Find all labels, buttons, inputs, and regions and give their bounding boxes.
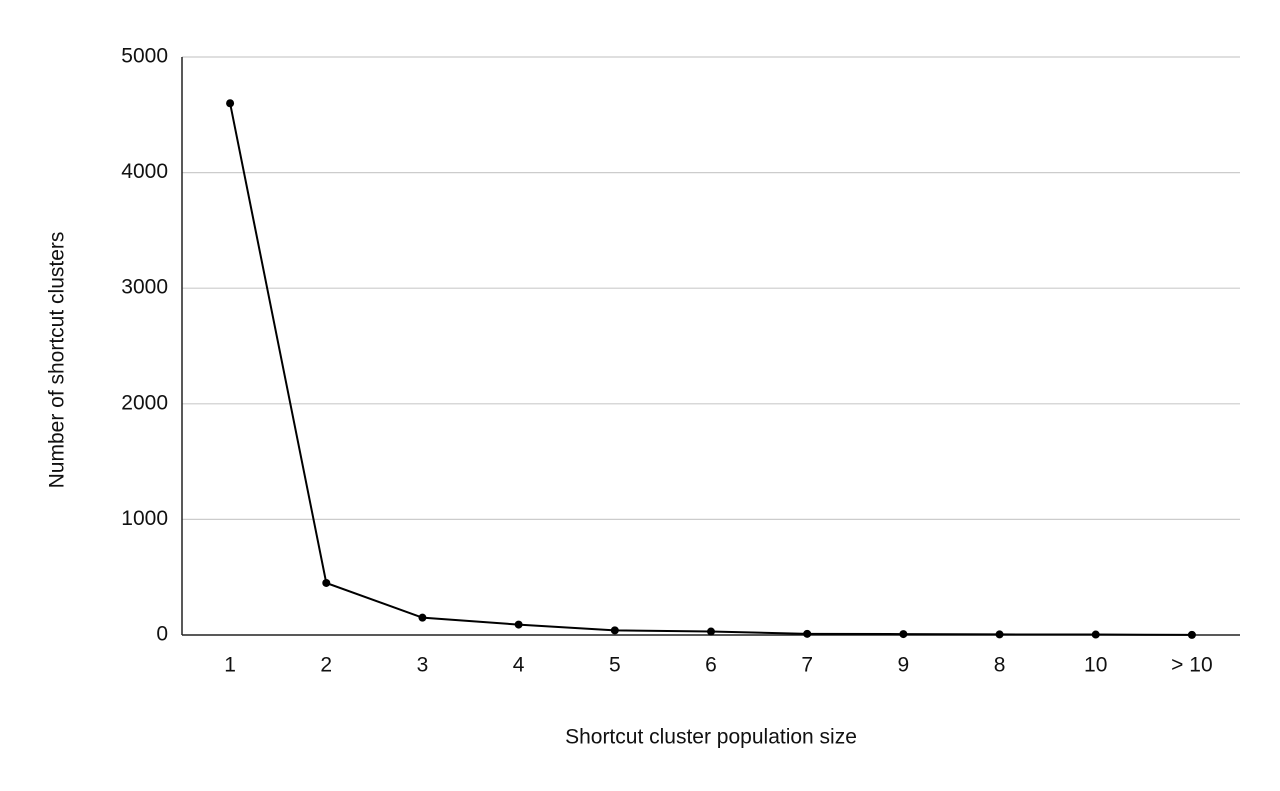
y-tick-label: 5000 <box>121 45 168 68</box>
x-axis-label: Shortcut cluster population size <box>565 726 857 749</box>
data-point <box>1091 630 1100 639</box>
x-tick-label: 10 <box>1084 654 1107 677</box>
data-point <box>322 578 331 587</box>
y-axis-label: Number of shortcut clusters <box>46 232 69 489</box>
data-point <box>514 620 523 629</box>
y-tick-label: 3000 <box>121 276 168 299</box>
y-tick-label: 0 <box>156 623 168 646</box>
x-tick-label: 4 <box>513 654 525 677</box>
x-tick-label: 7 <box>801 654 813 677</box>
x-tick-label: 5 <box>609 654 621 677</box>
data-point <box>707 627 715 636</box>
x-tick-label: 2 <box>320 654 332 677</box>
x-tick-label: 6 <box>705 654 717 677</box>
data-point <box>1187 630 1196 639</box>
y-tick-label: 2000 <box>121 391 168 414</box>
data-point <box>899 630 908 639</box>
x-tick-label: 3 <box>417 654 429 677</box>
x-tick-label: > 10 <box>1171 654 1212 677</box>
data-point <box>610 626 619 635</box>
data-point <box>418 613 427 622</box>
data-point <box>803 629 812 638</box>
x-tick-label: 9 <box>898 654 910 677</box>
y-tick-label: 1000 <box>121 507 168 530</box>
y-tick-label: 4000 <box>121 160 168 183</box>
data-point <box>226 99 235 108</box>
data-line <box>229 103 1192 636</box>
x-tick-label: 1 <box>224 654 236 677</box>
data-point <box>995 630 1004 639</box>
x-tick-label: 8 <box>994 654 1006 677</box>
